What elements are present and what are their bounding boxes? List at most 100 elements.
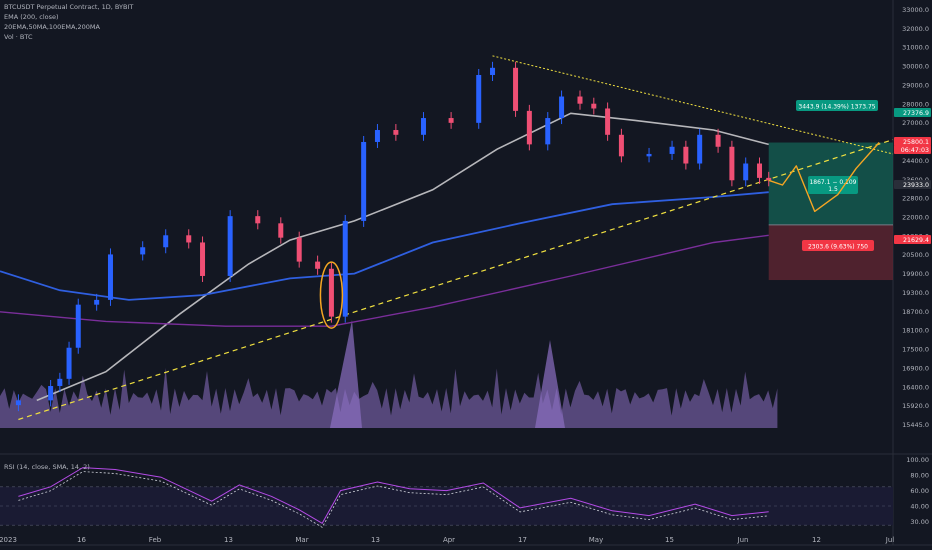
candle-body <box>140 247 146 255</box>
volume-area <box>0 320 778 428</box>
candlesticks <box>15 61 772 412</box>
price-tick-label: 15920.0 <box>902 402 929 410</box>
price-tick-label: 24400.0 <box>902 157 929 165</box>
price-tick-label: 19900.0 <box>902 270 929 278</box>
rsi-tick-label: 60.00 <box>910 487 929 495</box>
volume-histogram <box>0 368 778 428</box>
candle-body <box>107 254 113 300</box>
candle-body <box>545 118 551 145</box>
axes: 33000.0 32000.0 31000.0 30000.0 29000.0 28000… <box>0 6 931 544</box>
candle-body <box>420 118 426 135</box>
candle-body <box>342 220 348 317</box>
candle-body <box>361 141 367 221</box>
rsi-line <box>18 467 769 524</box>
price-tag-box <box>894 137 931 146</box>
price-tag: 23933.0 <box>903 182 929 189</box>
candle-body <box>476 74 482 123</box>
support-trendline[interactable] <box>18 139 894 421</box>
candle-body <box>646 153 652 157</box>
time-tick-label: 16 <box>77 536 86 544</box>
price-tick-label: 18100.0 <box>902 327 929 335</box>
candle-body <box>490 67 496 75</box>
candle-body <box>94 299 100 305</box>
rsi-pane <box>0 486 893 526</box>
price-tick-label: 29000.0 <box>902 81 929 89</box>
candle-body <box>57 378 63 387</box>
price-tick-label: 33000.0 <box>902 6 929 14</box>
candle-body <box>315 261 321 269</box>
time-tick-label: May <box>589 536 603 544</box>
target-label-box <box>796 100 878 111</box>
ma-legend[interactable]: 20EMA,50MA,100EMA,200MA <box>4 23 100 31</box>
candle-body <box>186 235 192 243</box>
price-tick-label: 22800.0 <box>902 195 929 203</box>
time-tick-label: Apr <box>443 536 455 544</box>
entry-label-1: 1867.1 − 0.109 <box>809 179 856 186</box>
candle-body <box>559 96 565 119</box>
candle-body <box>743 163 749 181</box>
candle-body <box>66 347 72 379</box>
time-tick-label: 2023 <box>0 536 17 544</box>
price-tick-label: 20500.0 <box>902 251 929 259</box>
candle-body <box>227 216 233 276</box>
price-tag: 06:47:03 <box>901 147 929 154</box>
ema-legend[interactable]: EMA (200, close) <box>4 13 59 21</box>
entry-label-box <box>808 176 858 194</box>
price-tick-label: 18700.0 <box>902 308 929 316</box>
moving-average-lines <box>0 112 769 402</box>
resistance-trendline[interactable] <box>492 55 894 155</box>
candle-body <box>513 67 519 111</box>
rsi-legend[interactable]: RSI (14, close, SMA, 14, 2) <box>4 463 90 471</box>
volume-legend[interactable]: Vol · BTC <box>4 33 33 41</box>
volume-spike-march <box>330 320 362 428</box>
price-tick-label: 27000.0 <box>902 119 929 127</box>
price-tag-box <box>894 108 931 117</box>
symbol-legend[interactable]: BTCUSDT Perpetual Contract, 1D, BYBIT <box>4 3 134 11</box>
series-line-2 <box>0 191 769 301</box>
time-tick-label: Jul <box>885 536 895 544</box>
price-tag-box <box>894 235 931 244</box>
candle-body <box>75 304 81 348</box>
price-tick-label: 22000.0 <box>902 214 929 222</box>
volume-spike-may <box>535 340 565 428</box>
candle-body <box>163 235 169 248</box>
rsi-tick-label: 100.00 <box>906 456 929 464</box>
price-tick-label: 23600.0 <box>902 176 929 184</box>
price-tick-label: 31000.0 <box>902 44 929 52</box>
candle-body <box>715 134 721 147</box>
trendlines[interactable] <box>18 55 894 421</box>
time-tick-label: 13 <box>371 536 380 544</box>
candle-body <box>605 108 611 135</box>
time-tick-label: Jun <box>737 536 749 544</box>
candle-body <box>669 146 675 154</box>
target-label: 3443.9 (14.39%) 1373.75 <box>798 104 875 111</box>
candle-body <box>278 223 284 238</box>
candle-body <box>255 216 261 224</box>
candle-body <box>15 400 21 406</box>
stop-loss-zone <box>768 224 893 281</box>
time-tick-label: 17 <box>518 536 527 544</box>
price-tick-label: 16400.0 <box>902 383 929 391</box>
candle-body <box>729 146 735 181</box>
candle-body <box>296 237 302 262</box>
candle-body <box>591 103 597 109</box>
projected-path[interactable] <box>768 142 880 213</box>
annotations[interactable] <box>319 142 880 329</box>
price-tick-label: 17500.0 <box>902 346 929 354</box>
candle-body <box>374 130 380 142</box>
time-tick-label: Feb <box>149 536 162 544</box>
candle-body <box>757 163 763 178</box>
long-position-tool[interactable]: 3443.9 (14.39%) 1373.75 1867.1 − 0.1091.5… <box>768 100 893 281</box>
price-tag: 21629.4 <box>903 237 929 244</box>
price-tick-label: 28000.0 <box>902 100 929 108</box>
candle-body <box>766 177 772 181</box>
stop-label-box <box>802 240 874 251</box>
candle-body <box>200 242 206 276</box>
rsi-tick-label: 30.00 <box>910 518 929 526</box>
price-tag: 27376.9 <box>903 110 929 117</box>
highlight-ellipse[interactable] <box>319 261 344 329</box>
rsi-tick-label: 40.00 <box>910 503 929 511</box>
price-tag-box <box>894 180 931 189</box>
time-tick-label: Mar <box>295 536 308 544</box>
